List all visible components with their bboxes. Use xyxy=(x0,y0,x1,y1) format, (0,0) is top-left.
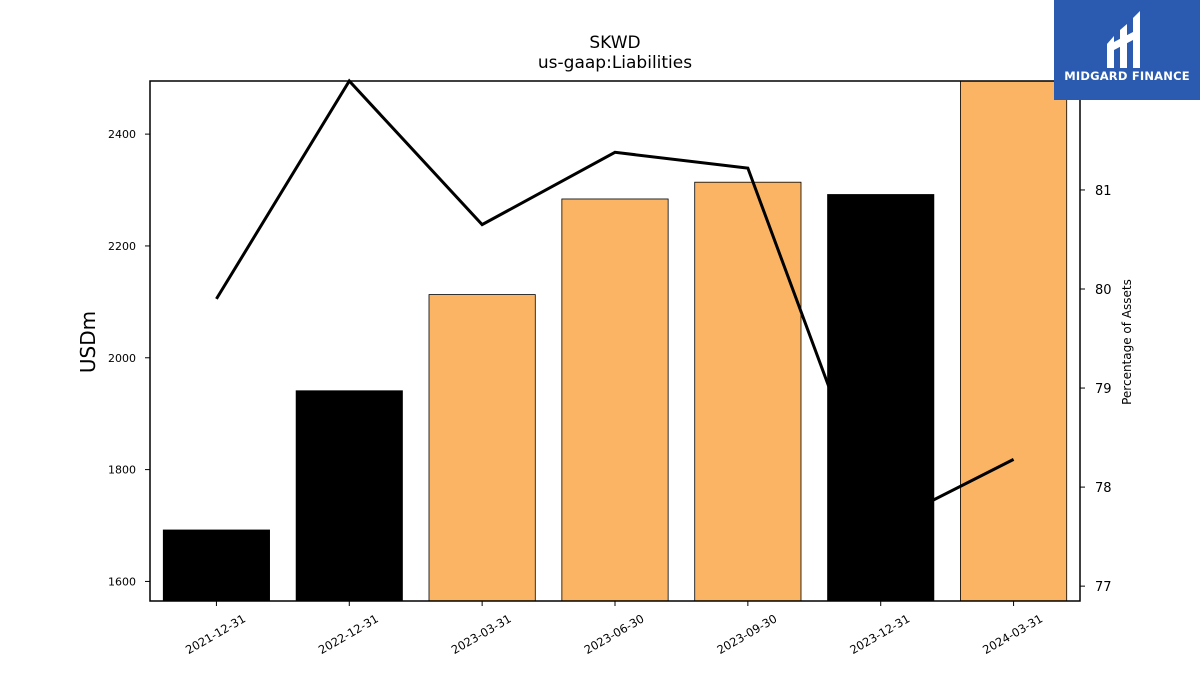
bar-2023-09-30 xyxy=(694,181,802,602)
y-axis-right-label: Percentage of Assets xyxy=(1120,279,1134,405)
logo-text: MIDGARD FINANCE xyxy=(1064,69,1190,83)
bar-2021-12-31 xyxy=(162,529,270,602)
x-tick-label: 2023-06-30 xyxy=(582,611,647,657)
x-tick-label: 2024-03-31 xyxy=(980,611,1045,657)
bar-2024-03-31 xyxy=(960,80,1068,602)
y-tick-label: 2200 xyxy=(108,240,136,253)
y-right-tick-label: 79 xyxy=(1095,382,1112,397)
y-right-tick-label: 80 xyxy=(1095,283,1112,298)
midgard-logo-icon xyxy=(1107,11,1140,68)
y-tick-label: 2000 xyxy=(108,352,136,365)
bar-2023-06-30 xyxy=(561,198,669,602)
bar-2023-12-31 xyxy=(827,194,935,602)
y-tick-label: 2400 xyxy=(108,128,136,141)
x-tick-label: 2022-12-31 xyxy=(316,611,381,657)
chart-title: SKWD xyxy=(589,33,640,53)
chart-subtitle: us-gaap:Liabilities xyxy=(538,53,692,73)
x-tick-label: 2023-03-31 xyxy=(449,611,514,657)
y-axis-label: USDm xyxy=(76,311,100,373)
x-tick-label: 2023-09-30 xyxy=(714,611,779,657)
x-tick-label: 2021-12-31 xyxy=(183,611,248,657)
y-tick-label: 1600 xyxy=(108,575,136,588)
y-tick-label: 1800 xyxy=(108,464,136,477)
y-right-tick-label: 78 xyxy=(1095,481,1112,496)
bar-2022-12-31 xyxy=(295,390,403,602)
y-right-tick-label: 81 xyxy=(1095,184,1112,199)
x-tick-label: 2023-12-31 xyxy=(847,611,912,657)
midgard-finance-logo: MIDGARD FINANCE xyxy=(1054,0,1200,100)
bar-2023-03-31 xyxy=(428,294,536,602)
y-right-tick-label: 77 xyxy=(1095,580,1112,595)
